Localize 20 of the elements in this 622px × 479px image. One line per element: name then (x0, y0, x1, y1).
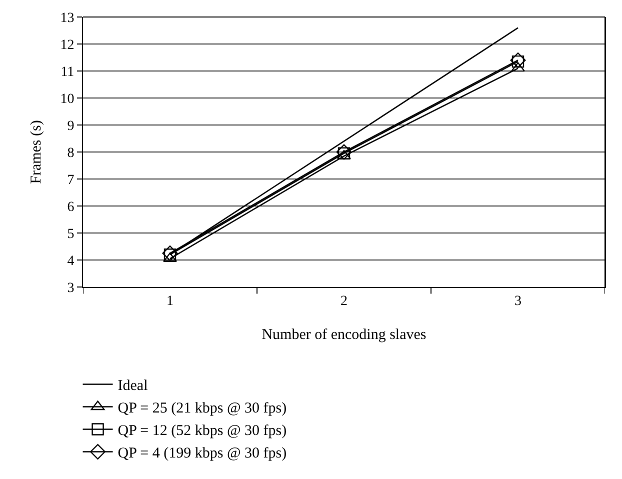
y-tick-label: 8 (67, 146, 74, 161)
y-tick-label: 5 (67, 226, 74, 242)
x-tick-label: 3 (514, 294, 522, 309)
y-tick-label: 13 (60, 10, 74, 26)
y-tick-label: 6 (67, 200, 74, 215)
y-tick-label: 12 (60, 38, 74, 53)
y-tick-label: 3 (67, 280, 74, 296)
y-axis-title: Frames (s) (28, 120, 44, 184)
legend-label: QP = 4 (199 kbps @ 30 fps) (118, 446, 287, 462)
y-tick-label: 9 (67, 118, 74, 134)
y-tick-label: 4 (67, 254, 74, 269)
legend-label: Ideal (118, 378, 148, 394)
x-tick-label: 1 (166, 294, 174, 309)
y-tick-label: 7 (67, 172, 74, 188)
legend-label: QP = 25 (21 kbps @ 30 fps) (118, 400, 287, 417)
x-axis-title: Number of encoding slaves (262, 326, 426, 343)
x-tick-label: 2 (340, 294, 348, 309)
y-tick-label: 11 (60, 64, 74, 80)
legend-label: QP = 12 (52 kbps @ 30 fps) (118, 423, 287, 440)
y-tick-label: 10 (60, 92, 74, 107)
